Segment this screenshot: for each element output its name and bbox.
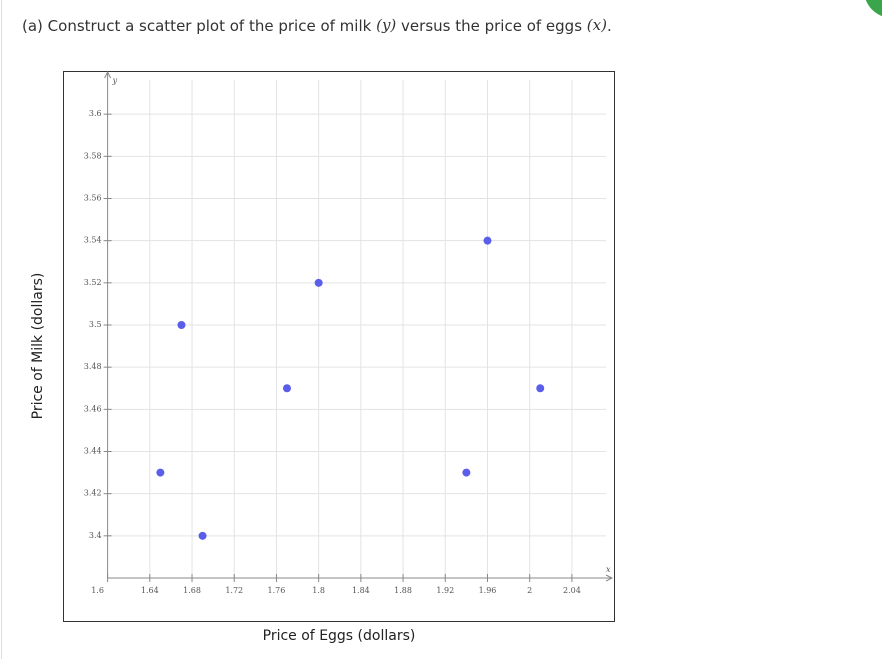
y-tick-label: 3.5 — [89, 320, 102, 329]
point — [156, 468, 165, 477]
point — [282, 384, 291, 393]
axis-arrow — [605, 574, 614, 582]
x-tick-label: 1.8 — [312, 586, 325, 595]
y-axis-title: Price of Milk (dollars) — [30, 273, 46, 420]
question-text: versus the price of eggs — [396, 17, 587, 35]
axis-arrow — [104, 70, 112, 79]
point — [536, 384, 545, 393]
x-tick-label: 1.84 — [352, 586, 370, 595]
x-tick-label: 1.96 — [479, 586, 497, 595]
x-tick-label: 1.64 — [141, 586, 159, 595]
x-tick-label: 1.72 — [225, 586, 243, 595]
y-tick-label: 3.4 — [89, 531, 102, 540]
y-tick-label: 3.56 — [84, 194, 102, 203]
x-tick-label: 1.88 — [394, 586, 412, 595]
y-tick-label: 3.42 — [84, 489, 102, 498]
x-tick-label: 1.6 — [91, 586, 104, 595]
question-math: (x) — [587, 16, 607, 34]
x-tick-label: 1.76 — [268, 586, 286, 595]
x-tick-label: 2.04 — [563, 586, 581, 595]
question: (a) Construct a scatter plot of the pric… — [22, 16, 612, 35]
y-tick-label: 3.52 — [84, 278, 102, 287]
x-tick-label: 1.92 — [436, 586, 454, 595]
plot: 1.6 1.64 1.68 1.72 1.76 1.8 1.84 1.88 1.92 1.96 2 2… — [84, 70, 614, 595]
point — [314, 278, 323, 287]
axis-symbol: x — [606, 565, 611, 574]
point — [462, 468, 471, 477]
question-text: (a) Construct a scatter plot of the pric… — [22, 17, 376, 35]
status-icon — [865, 0, 882, 17]
axis-symbol: y — [112, 76, 118, 85]
x-tick-label: 2 — [527, 586, 532, 595]
point — [198, 531, 207, 540]
x-tick-label: 1.68 — [183, 586, 201, 595]
chart-frame — [63, 71, 615, 622]
x-axis-title: Price of Eggs (dollars) — [263, 628, 416, 644]
point — [483, 236, 492, 245]
y-tick-label: 3.54 — [84, 236, 102, 245]
question-math: (y) — [376, 16, 396, 34]
y-tick-label: 3.46 — [84, 404, 102, 413]
y-tick-label: 3.44 — [84, 447, 102, 456]
y-tick-label: 3.58 — [84, 151, 102, 160]
question-text: . — [607, 17, 612, 35]
point — [177, 321, 186, 329]
y-tick-label: 3.6 — [89, 109, 102, 118]
y-tick-label: 3.48 — [84, 362, 102, 371]
